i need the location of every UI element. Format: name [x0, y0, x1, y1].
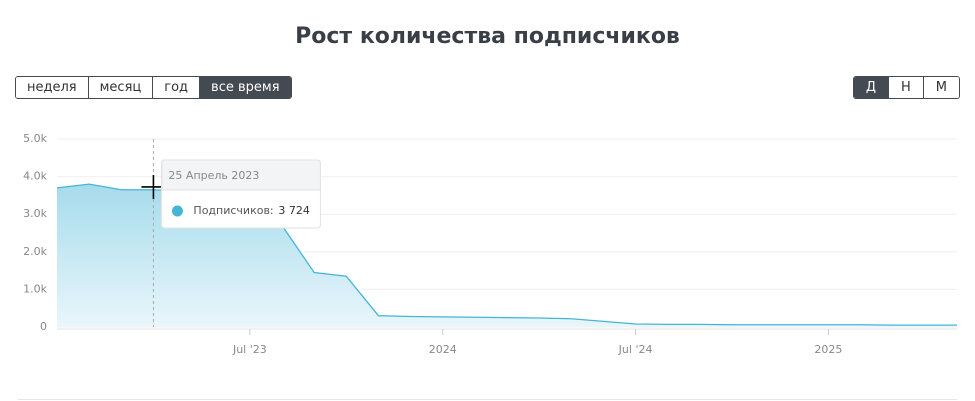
y-tick-label: 4.0k — [23, 170, 47, 183]
toggle-button[interactable]: год — [152, 77, 200, 98]
toggle-button[interactable]: Д — [853, 77, 888, 98]
tooltip-value: 3 724 — [278, 204, 310, 217]
toggle-button[interactable]: все время — [199, 77, 291, 98]
x-tick-label: 2025 — [814, 343, 842, 356]
x-tick-label: Jul '23 — [232, 343, 267, 356]
tooltip-label: Подписчиков: — [193, 204, 273, 217]
x-tick-label: 2024 — [429, 343, 457, 356]
area-fill — [57, 184, 957, 327]
x-tick-label: Jul '24 — [618, 343, 653, 356]
period-buttons: неделя месяц год все время — [15, 76, 292, 99]
page-title: Рост количества подписчиков — [295, 24, 680, 49]
tooltip-title: 25 Апрель 2023 — [168, 169, 259, 182]
toggle-button[interactable]: М — [922, 77, 959, 98]
y-tick-label: 0 — [40, 320, 47, 333]
toggle-button[interactable]: месяц — [87, 77, 153, 98]
toggle-button[interactable]: неделя — [16, 77, 88, 98]
toggle-button[interactable]: Н — [888, 77, 923, 98]
tooltip-marker — [171, 205, 183, 217]
y-tick-label: 2.0k — [23, 245, 47, 258]
separator — [18, 399, 957, 400]
y-tick-label: 1.0k — [23, 282, 47, 295]
y-tick-label: 5.0k — [23, 132, 47, 145]
y-tick-label: 3.0k — [23, 207, 47, 220]
tooltip-header — [161, 159, 321, 191]
